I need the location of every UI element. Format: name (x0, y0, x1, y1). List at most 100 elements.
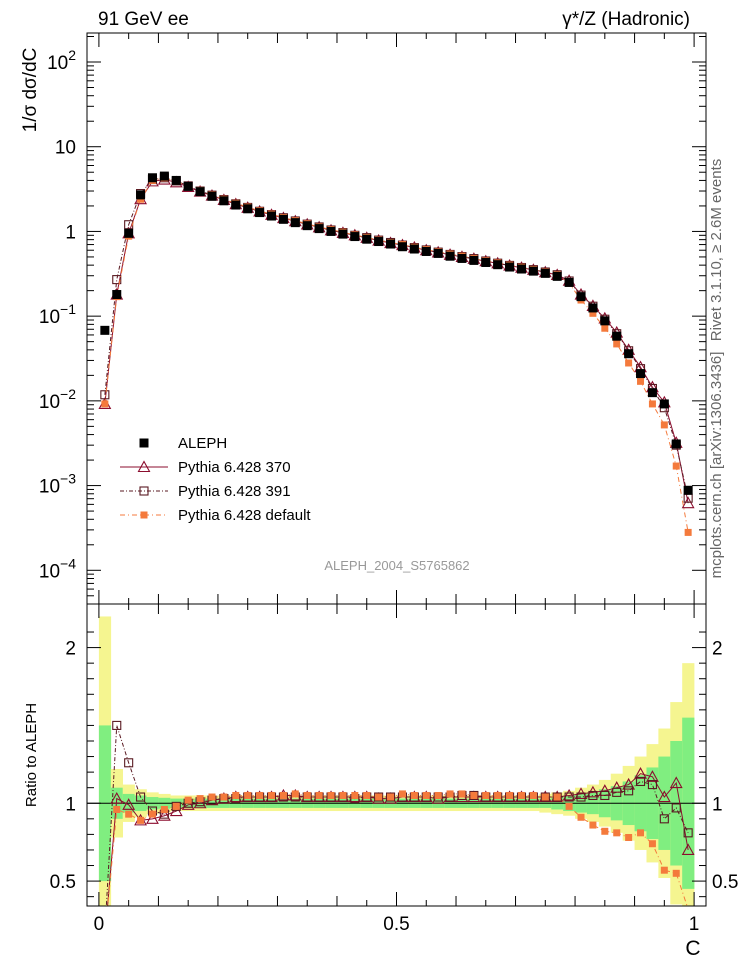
main-point-data (171, 175, 181, 185)
ratio-point-orange (529, 791, 537, 799)
main-point-square (100, 390, 110, 400)
ratio-point-orange (648, 840, 656, 848)
xtick-label: 0 (94, 914, 105, 935)
ratio-ylabel: Ratio to ALEPH (23, 703, 40, 807)
ratio-point-orange (458, 790, 466, 798)
ratio-point-orange (553, 793, 561, 801)
ratio-point-orange (387, 793, 395, 801)
ratio-point-square (659, 814, 669, 824)
ratio-point-orange (160, 805, 168, 813)
ratio-point-square (600, 790, 610, 801)
ratio-point-orange (315, 791, 323, 799)
main-point-data (207, 191, 217, 201)
main-point-data (350, 232, 360, 242)
main-point-data (159, 171, 169, 181)
ratio-ytick-label-right: 2 (712, 639, 723, 660)
main-point-data (659, 399, 669, 409)
main-point-data (147, 173, 157, 183)
ratio-point-triangle (193, 796, 207, 809)
ratio-point-orange (232, 791, 240, 799)
axes: 102 10 1 10−1 10−2 10−3 10−4 0 0.5 1 2 2 1 1 0.5 0.5 (39, 32, 738, 935)
legend-label: Pythia 6.428 default (178, 507, 311, 524)
ratio-point-square (112, 720, 122, 730)
ratio-point-orange (125, 810, 133, 818)
ratio-point-square (385, 792, 396, 802)
main-series-layer (98, 171, 695, 536)
main-line-orange (104, 177, 689, 533)
ratio-point-square (671, 803, 681, 813)
main-point-data (397, 242, 407, 252)
main-point-orange (613, 340, 621, 348)
ratio-point-triangle (622, 777, 636, 790)
main-ytick-label: 10−3 (39, 471, 76, 498)
main-point-orange (648, 400, 656, 408)
main-point-data (409, 244, 419, 254)
main-point-data (267, 211, 277, 221)
main-point-orange (101, 400, 109, 408)
ratio-point-orange (196, 795, 204, 803)
main-point-data (493, 260, 503, 270)
main-point-data (624, 349, 634, 359)
main-point-data (647, 388, 657, 398)
ratio-point-orange (137, 816, 145, 824)
main-point-data (600, 316, 610, 326)
main-point-data (516, 264, 526, 274)
main-ytick-label: 10−1 (39, 301, 76, 328)
ratio-point-square (683, 828, 693, 838)
ratio-point-orange (577, 813, 585, 821)
main-point-data (528, 266, 538, 276)
main-point-orange (625, 359, 633, 367)
ratio-point-square (647, 780, 657, 790)
ratio-point-orange (446, 790, 454, 798)
main-point-data (338, 229, 348, 239)
ratio-point-orange (184, 796, 192, 804)
main-point-data (112, 290, 122, 300)
main-point-data (255, 208, 265, 218)
main-point-data (671, 439, 681, 449)
legend-label: Pythia 6.428 391 (178, 483, 291, 500)
ratio-point-square (564, 792, 574, 802)
ratio-point-orange (256, 791, 264, 799)
ratio-point-triangle (669, 776, 683, 789)
ratio-point-square (540, 792, 550, 802)
legend-label: ALEPH (178, 435, 227, 452)
ratio-point-orange (482, 791, 490, 799)
ratio-ytick-label-right: 1 (712, 794, 723, 815)
main-point-orange (672, 462, 680, 470)
ratio-point-orange (684, 905, 692, 906)
ratio-point-triangle (634, 767, 647, 779)
main-point-orange (589, 309, 597, 317)
ratio-point-orange (506, 791, 514, 799)
legend-marker-orange (140, 511, 148, 519)
ratio-point-orange (113, 805, 121, 813)
ratio-point-square (635, 776, 646, 787)
ratio-line-triangle (107, 773, 689, 906)
main-point-data (219, 196, 229, 206)
main-point-data (612, 331, 622, 341)
ratio-point-orange (220, 793, 228, 801)
rivet-version-label: Rivet 3.1.10, ≥ 2.6M events (708, 159, 725, 342)
ratio-point-orange (244, 791, 252, 799)
ratio-point-square (588, 790, 598, 801)
xtick-label: 0.5 (383, 914, 409, 935)
header-right: γ*/Z (Hadronic) (562, 9, 690, 30)
main-point-data (231, 200, 241, 210)
legend: ALEPH Pythia 6.428 370 Pythia 6.428 391 Pyt… (120, 435, 311, 524)
ratio-point-orange (351, 791, 359, 799)
main-point-orange (601, 324, 609, 332)
ratio-point-orange (541, 793, 549, 801)
main-point-data (552, 271, 562, 281)
main-point-data (457, 253, 467, 263)
main-point-data (326, 226, 336, 236)
ratio-point-orange (422, 791, 430, 799)
ratio-point-triangle (681, 843, 695, 856)
main-point-data (469, 255, 479, 265)
ratio-point-square (576, 792, 586, 802)
x-axis-label: C (685, 937, 700, 960)
ratio-ytick-label: 2 (65, 639, 76, 660)
ratio-point-triangle (657, 790, 671, 803)
legend-marker-triangle (137, 460, 151, 473)
main-point-data (278, 214, 288, 224)
main-point-data (374, 237, 384, 247)
